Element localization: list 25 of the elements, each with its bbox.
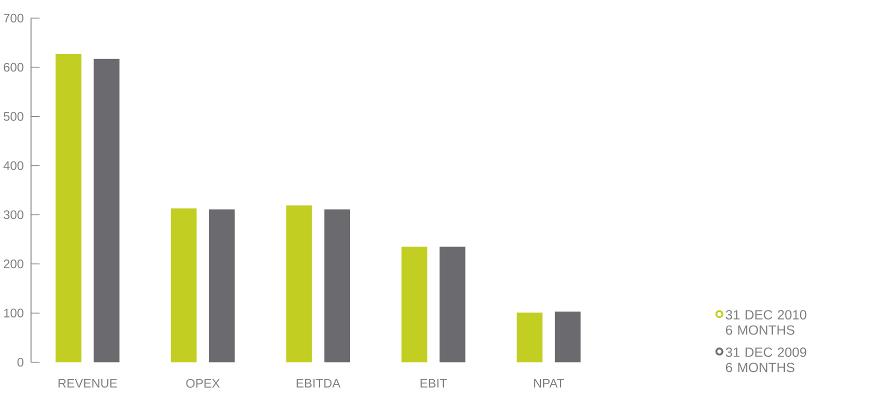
y-tick-label: 300 [4, 210, 24, 220]
bar [209, 210, 235, 362]
y-tick-label: 500 [4, 112, 24, 121]
bar [516, 312, 542, 362]
y-tick-label: 600 [4, 63, 24, 72]
bar [554, 312, 581, 362]
y-tick-label: 100 [4, 308, 24, 318]
bar [94, 59, 120, 362]
bar [286, 206, 312, 362]
legend-label: 31 DEC 2009 6 MONTHS [726, 348, 806, 372]
y-tick-label: 0 [17, 358, 24, 367]
bar [440, 246, 466, 362]
x-tick-label: NPAT [534, 379, 564, 388]
legend-label: 31 DEC 2010 6 MONTHS [726, 310, 806, 335]
y-tick-label: 400 [3, 161, 24, 170]
x-tick-label: EBITDA [296, 379, 340, 388]
y-tick-label: 200 [4, 260, 24, 268]
x-tick-label: REVENUE [58, 379, 117, 388]
bar [401, 246, 428, 362]
bar [56, 54, 82, 362]
y-tick-label: 700 [4, 14, 24, 23]
x-tick-label: EBIT [420, 379, 447, 388]
bar [324, 210, 350, 362]
bar [170, 208, 197, 362]
x-tick-label: OPEX [186, 379, 220, 388]
